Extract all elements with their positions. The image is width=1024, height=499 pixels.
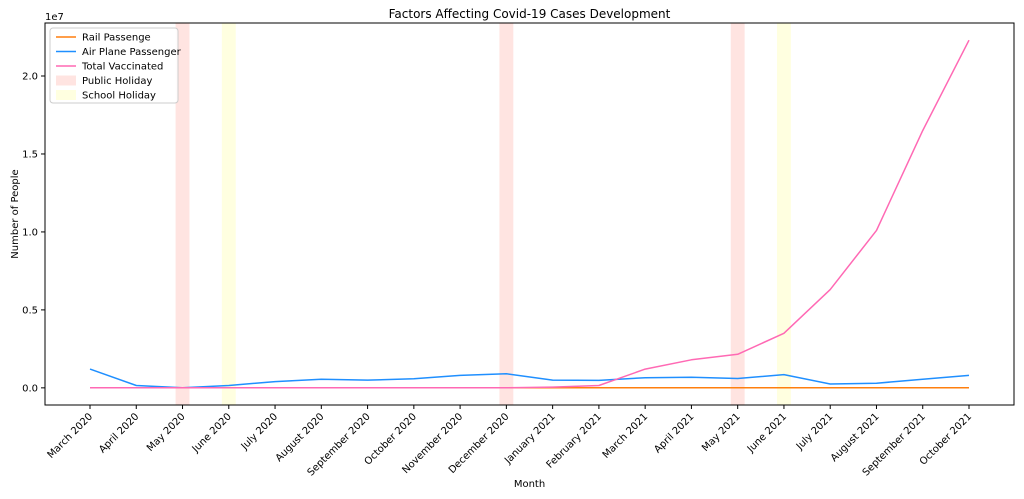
x-tick-label: May 2021 [700,411,743,454]
x-axis-label: Month [514,479,545,490]
x-tick-label: May 2020 [145,411,188,454]
x-tick-label: June 2020 [190,411,234,455]
y-axis-label: Number of People [10,169,21,258]
x-tick-label: June 2021 [745,411,789,455]
x-tick-label: August 2020 [274,411,327,464]
legend-swatch [56,75,76,86]
legend-label: Rail Passenge [82,33,151,44]
school-holiday-span [777,23,791,405]
y-tick-label: 0.0 [22,383,38,394]
legend-label: Public Holiday [82,76,152,87]
y-tick-label: 1.0 [22,227,38,238]
total-vaccinated-line [90,39,970,389]
legend: Rail Passenge Air Plane Passenger Total Va… [49,27,182,104]
y-axis-scale-label: 1e7 [45,12,64,23]
public-holiday-span [730,23,745,405]
legend-label: Air Plane Passenger [82,47,182,58]
air-plane-passenger-line [89,368,970,389]
x-tick-label: July 2021 [794,411,835,452]
x-tick-label: August 2021 [829,411,882,464]
x-tick-label: July 2020 [239,411,280,452]
y-tick-label: 0.5 [22,305,38,316]
legend-label: School Holiday [82,91,156,102]
legend-swatch [56,90,76,100]
y-tick-label: 1.5 [22,149,38,160]
x-tick-label: March 2021 [601,411,651,461]
y-tick-label: 2.0 [22,72,38,83]
holiday-spans [175,23,791,405]
series-lines [89,39,970,389]
public-holiday-span [499,23,514,405]
x-tick-label: April 2020 [97,411,141,455]
chart-title: Factors Affecting Covid-19 Cases Develop… [389,7,671,21]
legend-box [49,27,179,104]
school-holiday-span [221,23,236,405]
x-tick-label: March 2020 [46,411,96,461]
plot-frame [44,22,1015,406]
public-holiday-span [175,23,190,405]
legend-label: Total Vaccinated [81,62,163,73]
x-tick-label: April 2021 [652,411,696,455]
